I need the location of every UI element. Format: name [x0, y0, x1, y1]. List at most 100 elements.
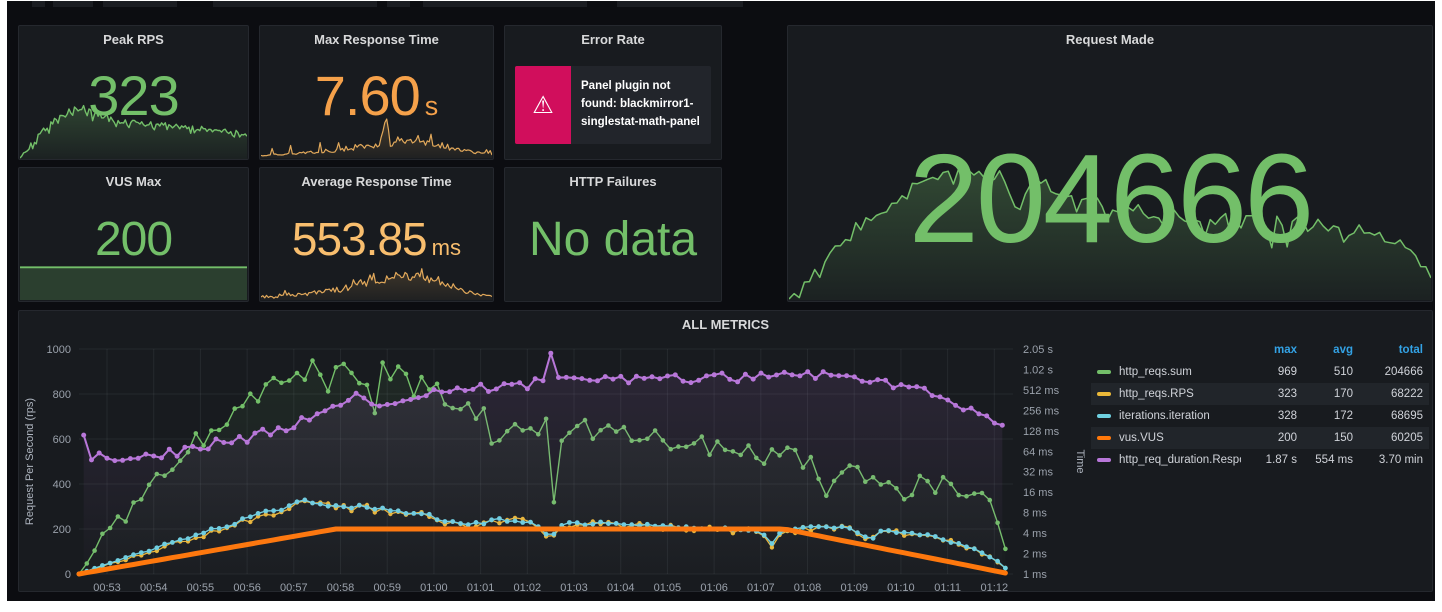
svg-text:1.02 s: 1.02 s: [1023, 364, 1053, 376]
svg-text:00:58: 00:58: [327, 582, 355, 591]
legend-total: 68222: [1391, 388, 1423, 400]
legend-col-total[interactable]: total: [1398, 344, 1423, 356]
svg-text:01:07: 01:07: [747, 582, 775, 591]
plugin-error-alert: ⚠ Panel plugin not found: blackmirror1-s…: [515, 66, 711, 144]
panel-error-rate: Error Rate ⚠ Panel plugin not found: bla…: [504, 25, 722, 160]
svg-text:600: 600: [53, 434, 71, 446]
panel-peak-rps: Peak RPS 323: [18, 25, 249, 160]
svg-text:400: 400: [53, 479, 71, 491]
cropped-toolbar-fragment: [213, 1, 377, 7]
series-color-swatch: [1097, 458, 1111, 462]
legend-col-avg[interactable]: avg: [1333, 344, 1353, 356]
timeseries-chart[interactable]: 0 200 400 600 800 1000 00:53 00:54 00:55 00:56 00:…: [19, 337, 1432, 591]
svg-text:01:08: 01:08: [794, 582, 822, 591]
panel-vus-max: VUS Max 200: [18, 167, 249, 302]
stat-value: 553.85 ms: [291, 213, 462, 265]
legend-row: http_reqs.RPS 323 170 68222: [1091, 383, 1429, 405]
svg-text:01:05: 01:05: [654, 582, 682, 591]
panel-http-failures: HTTP Failures No data: [504, 167, 722, 302]
legend-series-name[interactable]: http_reqs.RPS: [1097, 388, 1241, 400]
legend-header: max avg total: [1091, 339, 1429, 361]
panel-avg-response-time: Average Response Time 553.85 ms: [259, 167, 494, 302]
svg-text:2.05 s: 2.05 s: [1023, 344, 1053, 356]
stat-value: 200: [94, 213, 173, 266]
legend-max: 328: [1277, 410, 1297, 422]
svg-text:128 ms: 128 ms: [1023, 426, 1060, 438]
legend-max: 1.87 s: [1265, 454, 1297, 466]
sparkline: [789, 157, 1431, 300]
series-color-swatch: [1097, 436, 1111, 440]
chart-legend: max avg total http_reqs.sum 969 510 204666 http…: [1091, 339, 1429, 471]
panel-request-made: Request Made 204666: [787, 25, 1433, 302]
legend-series-name[interactable]: iterations.iteration: [1097, 410, 1241, 422]
legend-row: http_reqs.sum 969 510 204666: [1091, 361, 1429, 383]
panel-title[interactable]: ALL METRICS: [681, 317, 770, 332]
legend-series-name[interactable]: vus.VUS: [1097, 432, 1241, 444]
sparkline: [261, 247, 492, 300]
svg-text:00:54: 00:54: [140, 582, 168, 591]
svg-text:01:10: 01:10: [887, 582, 915, 591]
cropped-toolbar-fragment: [423, 1, 587, 7]
sparkline: [261, 102, 492, 159]
plugin-error-message: Panel plugin not found: blackmirror1-sin…: [581, 80, 700, 128]
panel-max-response-time: Max Response Time 7.60 s: [259, 25, 494, 160]
panel-title[interactable]: Max Response Time: [314, 32, 439, 47]
legend-max: 200: [1277, 432, 1297, 444]
legend-row: vus.VUS 200 150 60205: [1091, 427, 1429, 449]
svg-text:1000: 1000: [47, 344, 71, 356]
stat-value: 323: [88, 64, 179, 127]
stat-value: 204666: [908, 128, 1314, 269]
svg-text:512 ms: 512 ms: [1023, 385, 1060, 397]
svg-text:4 ms: 4 ms: [1023, 528, 1047, 540]
grafana-dashboard: Peak RPS 323 Max Response Time 7.60 s Err…: [7, 1, 1435, 601]
svg-text:00:59: 00:59: [373, 582, 401, 591]
legend-max: 969: [1277, 366, 1297, 378]
svg-text:64 ms: 64 ms: [1023, 446, 1053, 458]
series-color-swatch: [1097, 392, 1111, 396]
svg-text:0: 0: [65, 569, 71, 581]
no-data-value: No data: [528, 213, 698, 266]
svg-text:01:09: 01:09: [840, 582, 868, 591]
legend-avg: 510: [1333, 366, 1353, 378]
panel-title[interactable]: HTTP Failures: [569, 174, 657, 189]
legend-row: http_req_duration.Response_Time (right-y…: [1091, 449, 1429, 471]
svg-text:256 ms: 256 ms: [1023, 405, 1060, 417]
panel-title[interactable]: Error Rate: [581, 32, 645, 47]
svg-text:01:01: 01:01: [467, 582, 495, 591]
cropped-toolbar-fragment: [103, 1, 177, 7]
legend-total: 204666: [1384, 366, 1423, 378]
cropped-toolbar-fragment: [32, 1, 45, 7]
panel-all-metrics: ALL METRICS 0 200 400 600 800 1000 00:53 00:54 0…: [18, 310, 1433, 592]
svg-text:00:56: 00:56: [233, 582, 261, 591]
svg-text:01:12: 01:12: [981, 582, 1009, 591]
svg-text:00:53: 00:53: [93, 582, 121, 591]
panel-title[interactable]: Peak RPS: [103, 32, 164, 47]
legend-row: iterations.iteration 328 172 68695: [1091, 405, 1429, 427]
stat-value: 7.60 s: [314, 64, 439, 127]
legend-total: 68695: [1391, 410, 1423, 422]
svg-text:32 ms: 32 ms: [1023, 467, 1053, 479]
svg-text:2 ms: 2 ms: [1023, 549, 1047, 561]
svg-text:00:57: 00:57: [280, 582, 308, 591]
cropped-toolbar-fragment: [617, 1, 743, 7]
svg-text:00:55: 00:55: [187, 582, 215, 591]
legend-series-name[interactable]: http_reqs.sum: [1097, 366, 1241, 378]
panel-title[interactable]: VUS Max: [105, 174, 162, 189]
svg-text:1 ms: 1 ms: [1023, 569, 1047, 581]
svg-text:16 ms: 16 ms: [1023, 487, 1053, 499]
legend-avg: 150: [1333, 432, 1353, 444]
stat-unit: s: [424, 91, 439, 121]
warning-triangle-icon: ⚠: [515, 66, 571, 144]
sparkline: [20, 96, 247, 159]
svg-text:01:06: 01:06: [700, 582, 728, 591]
legend-avg: 554 ms: [1315, 454, 1353, 466]
svg-text:01:02: 01:02: [514, 582, 542, 591]
legend-total: 60205: [1391, 432, 1423, 444]
legend-col-max[interactable]: max: [1273, 344, 1297, 356]
cropped-toolbar-fragment: [387, 1, 410, 7]
panel-title[interactable]: Request Made: [1065, 32, 1155, 47]
panel-title[interactable]: Average Response Time: [301, 174, 452, 189]
svg-text:Time: Time: [1074, 449, 1086, 473]
legend-avg: 172: [1333, 410, 1353, 422]
legend-series-name[interactable]: http_req_duration.Response_Time (right-y…: [1097, 454, 1241, 466]
